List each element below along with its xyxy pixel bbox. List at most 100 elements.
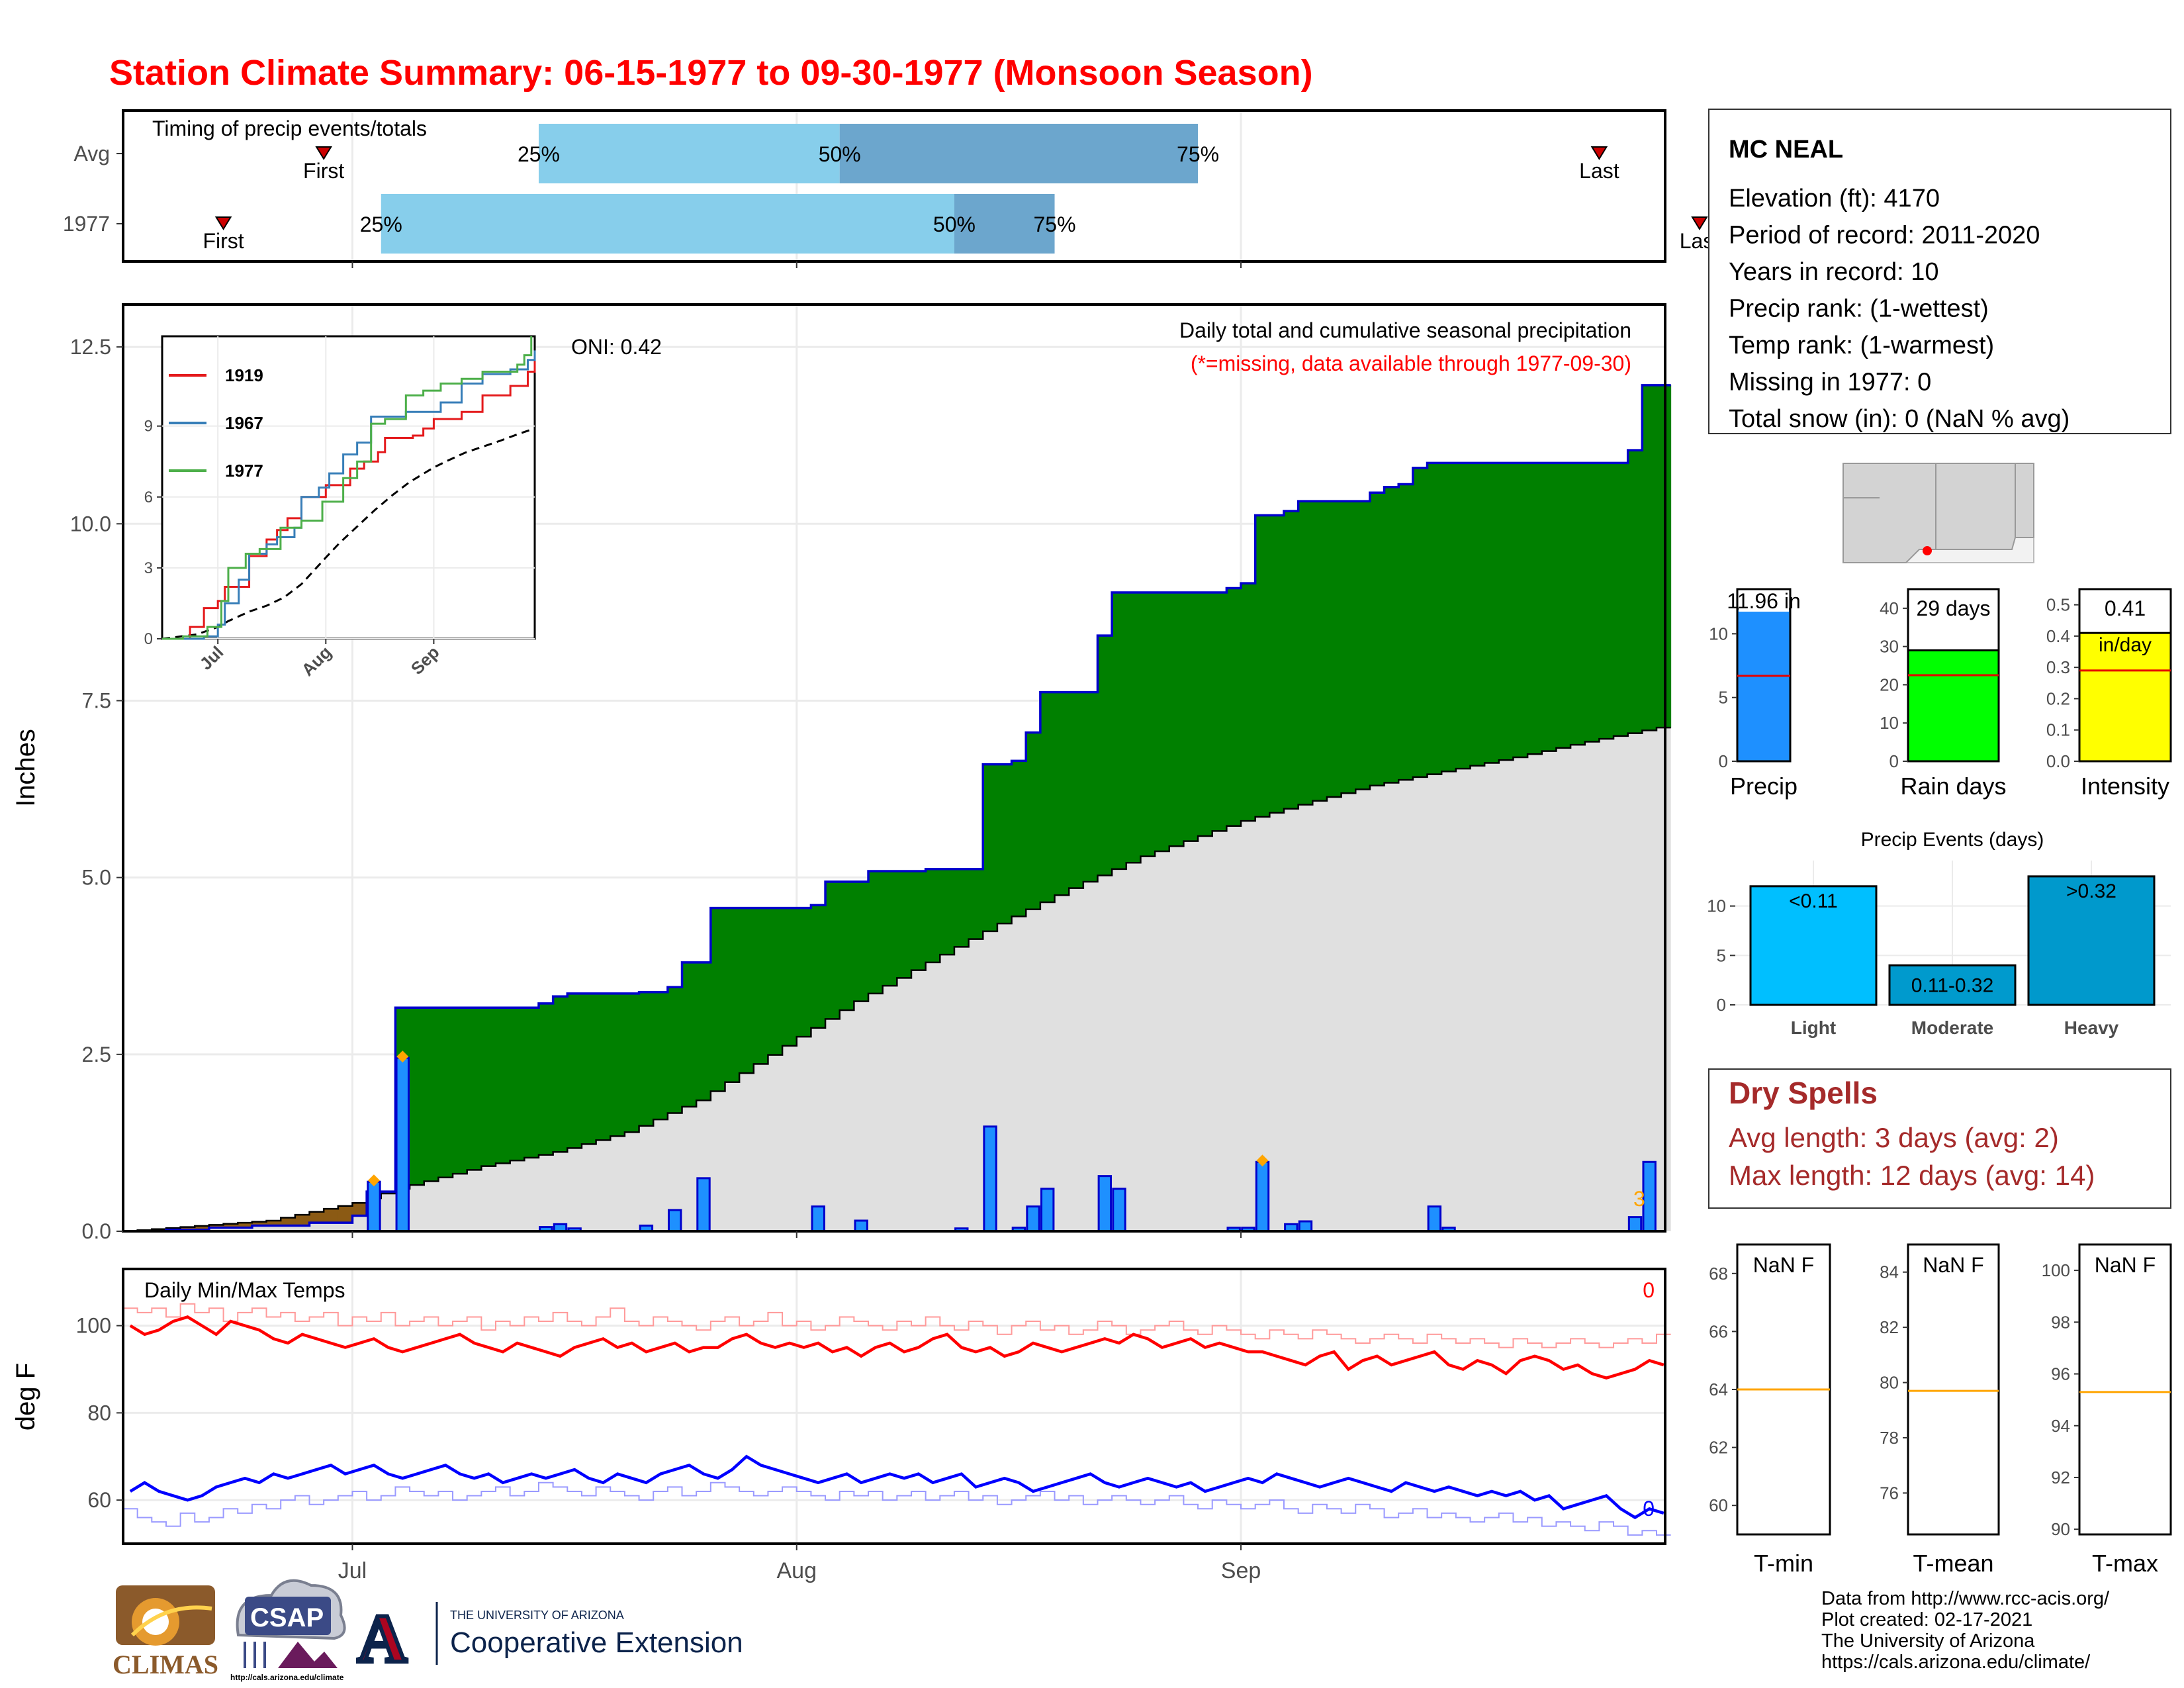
precip-y-tick-label: 0.0 xyxy=(82,1219,111,1243)
cumulative-anomaly-day xyxy=(323,1208,339,1223)
events-bar-moderate xyxy=(1888,964,2017,1006)
cumulative-anomaly-day xyxy=(796,908,811,1037)
cumulative-anomaly-day xyxy=(782,908,797,1047)
cumulative-anomaly-day xyxy=(739,908,754,1074)
svg-text:CSAP: CSAP xyxy=(250,1603,324,1632)
cumulative-anomaly-day xyxy=(1412,467,1428,778)
csap-logo: CSAP http://cals.arizona.edu/climate xyxy=(230,1579,346,1682)
timing-label-q50: 50% xyxy=(819,142,861,166)
events-y-tick-label: 0 xyxy=(1717,995,1726,1015)
station-info-line: Missing in 1977: 0 xyxy=(1729,369,1931,397)
logos: CLIMAS CSAP http://cals.arizona.edu/clim… xyxy=(113,1579,743,1682)
summary-y-tick-label: 5 xyxy=(1719,688,1728,708)
cumulative-anomaly-day xyxy=(295,1214,310,1226)
cumulative-anomaly-day xyxy=(1097,635,1113,876)
timing-row-label: 1977 xyxy=(63,212,110,236)
temp-y-tick-label: 80 xyxy=(87,1401,111,1425)
cumulative-anomaly-day xyxy=(1398,483,1414,780)
cumulative-anomaly-day xyxy=(1011,760,1026,917)
tmin-normal-line xyxy=(123,1481,1671,1536)
temp-summary-frame xyxy=(1907,1243,2000,1536)
cumulative-anomaly-day xyxy=(911,870,927,971)
timing-label-q50: 50% xyxy=(933,212,976,236)
tmax-1977-line xyxy=(129,1315,1664,1380)
station-info-line: Period of record: 2011-2020 xyxy=(1729,222,2040,250)
daily-precip-bar xyxy=(667,1209,682,1233)
summary-y-tick-label: 30 xyxy=(1880,637,1899,657)
temp-summary-y-tick-label: 66 xyxy=(1709,1321,1728,1341)
timing-label-q25: 25% xyxy=(518,142,560,166)
daily-precip-bar xyxy=(1255,1160,1270,1233)
events-bar-label: >0.32 xyxy=(2066,880,2116,902)
cumulative-anomaly-day xyxy=(538,1003,554,1156)
summary-unit-text: in/day xyxy=(2099,634,2152,656)
missing-day-marker xyxy=(367,1174,380,1187)
month-axis-label: Aug xyxy=(777,1558,817,1583)
svg-text:CLIMAS: CLIMAS xyxy=(113,1650,218,1679)
cumulative-anomaly-day xyxy=(1341,500,1356,794)
cumulative-anomaly-day xyxy=(1427,462,1442,775)
last-event-label: Last xyxy=(1579,159,1619,183)
summary-y-tick-label: 0.1 xyxy=(2046,720,2070,740)
svg-text:Cooperative Extension: Cooperative Extension xyxy=(450,1626,743,1659)
precip-events-panel: Precip Events (days) <0.11 Light 0.11-0.32 M… xyxy=(1707,829,2171,1038)
cumulative-anomaly-day xyxy=(968,868,983,940)
cumulative-anomaly-day xyxy=(581,993,597,1145)
precip-annotation-title: Daily total and cumulative seasonal prec… xyxy=(1179,318,1631,342)
daily-precip-bar xyxy=(367,1180,381,1233)
cumulative-anomaly-day xyxy=(424,1007,439,1182)
location-map xyxy=(1843,463,2034,563)
events-bar-label: <0.11 xyxy=(1789,890,1838,912)
footer-line: https://cals.arizona.edu/climate/ xyxy=(1821,1652,2091,1673)
temperature-panel: Daily Min/Max Temps 0 0 60 80 100 Jul Aug Sep deg… xyxy=(11,1268,1671,1583)
temp-summary-y-tick-label: 82 xyxy=(1880,1317,1899,1337)
temp-summary-value: NaN F xyxy=(1923,1253,1983,1277)
cumulative-anomaly-day xyxy=(1598,462,1614,739)
timing-bar-q50-q75 xyxy=(954,194,1055,254)
inset-y-tick-label: 6 xyxy=(144,489,153,506)
cumulative-anomaly-day xyxy=(1040,692,1056,903)
cumulative-anomaly-day xyxy=(1298,500,1313,806)
precip-y-tick-label: 7.5 xyxy=(82,688,111,712)
precip-annotation-missing: (*=missing, data available through 1977-… xyxy=(1191,352,1631,375)
cumulative-anomaly-day xyxy=(480,1007,496,1167)
cumulative-anomaly-day xyxy=(939,868,955,955)
temp-summary-y-tick-label: 76 xyxy=(1880,1483,1899,1503)
cumulative-anomaly-day xyxy=(1641,385,1657,731)
cumulative-anomaly-day xyxy=(1570,462,1586,745)
inset-legend-label: 1967 xyxy=(225,413,263,433)
daily-precip-bar xyxy=(1112,1188,1126,1233)
inset-y-tick-label: 3 xyxy=(144,559,153,577)
inset-legend-label: 1919 xyxy=(225,365,263,385)
inset-year-line-1967 xyxy=(162,350,536,640)
cumulative-anomaly-day xyxy=(653,992,668,1120)
cumulative-anomaly-day xyxy=(1212,592,1227,831)
temp-summary-y-tick-label: 80 xyxy=(1880,1373,1899,1393)
cumulative-anomaly-day xyxy=(882,870,897,986)
cumulative-anomaly-day xyxy=(982,764,998,932)
summary-value-text: 0.41 xyxy=(2105,596,2146,620)
cumulative-anomaly-day xyxy=(682,962,697,1107)
cumulative-anomaly-day xyxy=(351,1202,367,1216)
summary-y-tick-label: 40 xyxy=(1880,598,1899,618)
cumulative-anomaly-day xyxy=(839,881,854,1011)
daily-precip-bar xyxy=(1298,1220,1313,1233)
cumulative-anomaly-day xyxy=(510,1007,525,1161)
precip-y-tick-label: 5.0 xyxy=(82,866,111,890)
cumulative-anomaly-day xyxy=(1068,692,1084,889)
events-category-label: Moderate xyxy=(1911,1017,1993,1038)
tmax-normal-line xyxy=(123,1303,1671,1348)
daily-precip-bar xyxy=(1427,1205,1442,1233)
cumulative-anomaly-day xyxy=(1169,592,1184,847)
events-bar-label: 0.11-0.32 xyxy=(1911,974,1994,996)
temp-summary-y-tick-label: 78 xyxy=(1880,1428,1899,1448)
cumulative-anomaly-day xyxy=(1627,449,1643,734)
temp-summary-label: T-min xyxy=(1754,1550,1813,1577)
cumulative-anomaly-day xyxy=(467,1007,482,1170)
cumulative-anomaly-day xyxy=(1455,462,1471,769)
cumulative-anomaly-day xyxy=(409,1007,425,1186)
summary-value-box xyxy=(2081,590,2169,630)
temp-summary-y-tick-label: 94 xyxy=(2051,1416,2070,1436)
temp-summary-y-tick-label: 60 xyxy=(1709,1495,1728,1515)
